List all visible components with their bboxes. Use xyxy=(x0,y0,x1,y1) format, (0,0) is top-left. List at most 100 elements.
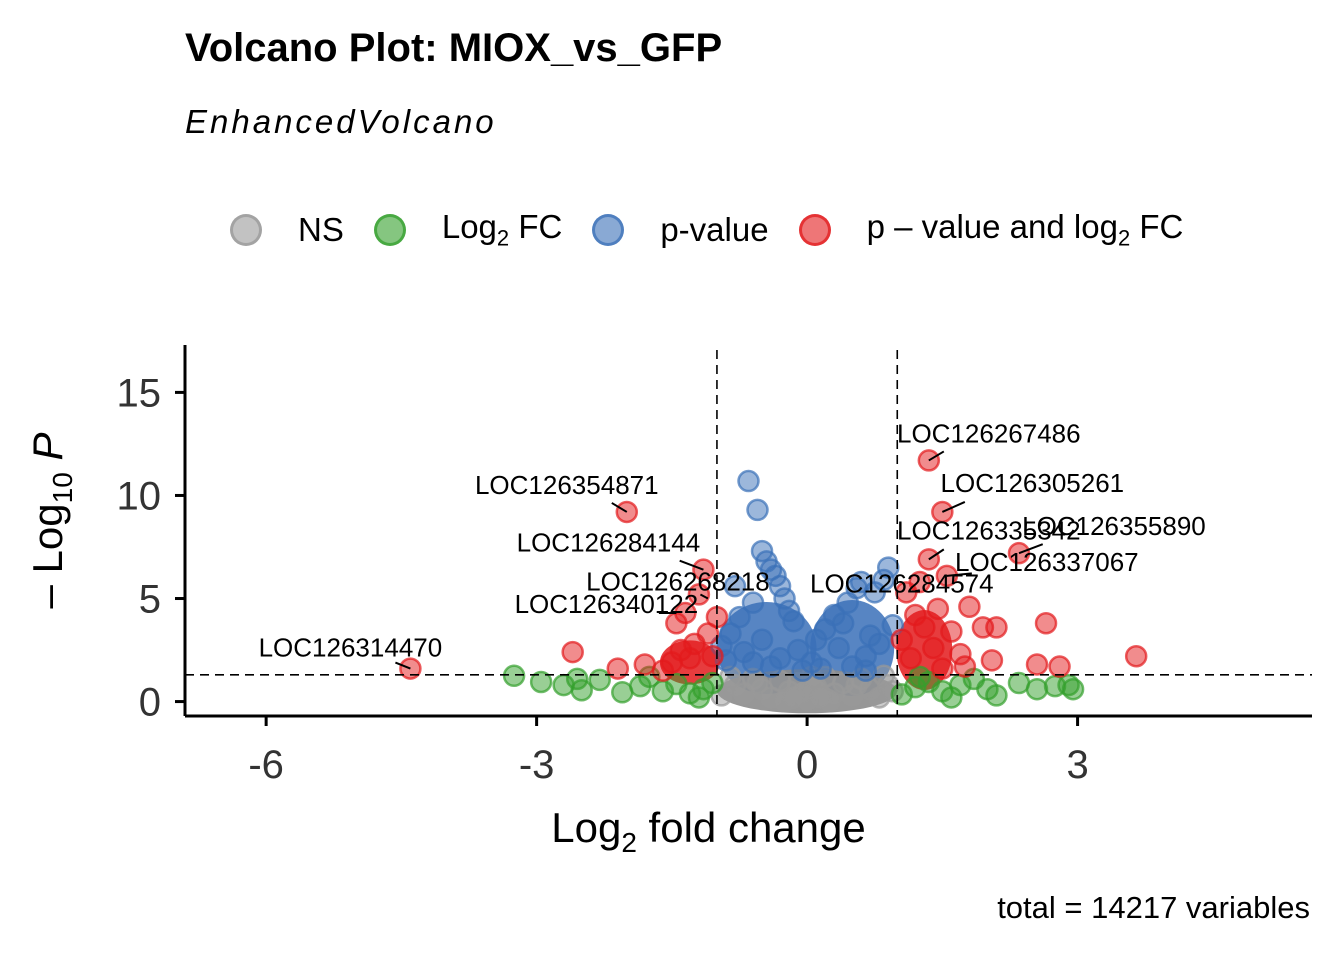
label-leader xyxy=(1018,543,1044,555)
data-point xyxy=(1061,677,1085,701)
data-point xyxy=(687,583,711,606)
series-2 xyxy=(710,469,905,682)
data-point xyxy=(687,686,711,709)
data-point xyxy=(669,638,693,662)
legend-item-log2fc: Log2 FC xyxy=(373,208,563,252)
series-1 xyxy=(502,664,1085,709)
x-tick-label: 3 xyxy=(1066,743,1088,787)
y-tick-label: 10 xyxy=(117,474,162,518)
data-point xyxy=(940,620,963,643)
data-point xyxy=(782,609,805,633)
x-axis-title: Log2 fold change xyxy=(551,804,866,858)
data-point xyxy=(786,638,810,662)
series-3 xyxy=(399,449,1148,682)
gene-label: LOC126314470 xyxy=(259,633,443,663)
gene-label: LOC126340122 xyxy=(515,589,699,619)
data-point xyxy=(831,612,855,635)
data-point xyxy=(651,659,675,682)
x-tick-label: 0 xyxy=(796,743,818,787)
data-point xyxy=(926,597,950,621)
data-point xyxy=(899,647,923,670)
legend-label-pvalue-and-log2fc: p – value and log2 FC xyxy=(866,208,1184,251)
data-point xyxy=(750,628,774,651)
data-point xyxy=(985,684,1008,707)
data-point xyxy=(922,636,945,660)
data-point xyxy=(931,657,954,680)
data-point xyxy=(782,686,805,709)
data-point xyxy=(723,574,747,598)
gene-label: LOC126284144 xyxy=(517,528,701,558)
y-tick-label: 0 xyxy=(139,681,161,725)
data-point xyxy=(854,659,877,682)
data-point xyxy=(958,595,981,619)
legend-item-ns: NS xyxy=(230,211,344,249)
data-point xyxy=(606,657,630,680)
data-point xyxy=(985,616,1008,639)
label-leader xyxy=(699,593,709,600)
data-point xyxy=(529,670,553,694)
legend-label-pvalue: p-value xyxy=(660,211,769,248)
data-point xyxy=(858,624,882,647)
data-point xyxy=(809,686,832,709)
data-point xyxy=(588,668,611,692)
data-point xyxy=(1124,644,1148,668)
label-leader xyxy=(946,572,972,577)
cutoff-lines xyxy=(185,350,1312,716)
label-leader xyxy=(611,502,628,513)
data-point xyxy=(1025,653,1049,676)
y-axis-title: – Log10 P xyxy=(24,433,78,609)
data-point xyxy=(741,651,765,674)
axes: -6 -3 0 3 0 5 10 15 Log2 fold change – Log10 P xyxy=(24,345,1312,858)
gene-label: LOC126335342 xyxy=(897,515,1081,545)
data-point xyxy=(980,649,1004,672)
legend-key-ns xyxy=(230,214,262,246)
data-point xyxy=(570,678,593,702)
legend-key-log2fc xyxy=(373,214,406,246)
label-leader xyxy=(928,450,945,462)
legend-label-log2fc: Log2 FC xyxy=(441,208,563,251)
data-point xyxy=(827,636,850,660)
gene-label: LOC126337067 xyxy=(955,547,1139,577)
chart-legend: NS Log2 FC p-value p – value and log2 FC xyxy=(230,205,1213,255)
chart-subtitle: EnhancedVolcano xyxy=(185,103,497,140)
gene-label: LOC126305261 xyxy=(941,468,1125,498)
data-point xyxy=(746,671,769,695)
gene-labels: LOC126267486 LOC126354871 LOC126305261 LOC1… xyxy=(259,418,1206,670)
chart-title: Volcano Plot: MIOX_vs_GFP xyxy=(185,26,723,70)
label-leader xyxy=(915,589,921,593)
data-point xyxy=(737,469,760,493)
label-leader xyxy=(395,661,411,670)
x-tick-label: -3 xyxy=(519,743,555,787)
data-point xyxy=(791,659,814,682)
data-point xyxy=(1025,677,1049,701)
data-point xyxy=(1048,655,1071,678)
gene-label: LOC126284574 xyxy=(810,568,994,598)
data-point xyxy=(940,686,963,709)
data-point xyxy=(908,665,932,689)
gene-label: LOC126267486 xyxy=(897,418,1081,448)
data-point xyxy=(953,655,977,678)
legend-item-pvalue-and-log2fc: p – value and log2 FC xyxy=(798,208,1184,252)
data-point xyxy=(502,664,526,688)
label-leader xyxy=(941,501,966,513)
data-point xyxy=(1034,612,1058,635)
data-point xyxy=(701,644,724,668)
points-layer xyxy=(399,449,1148,714)
data-point xyxy=(759,655,783,678)
gene-label: LOC126355890 xyxy=(1022,511,1206,541)
data-point xyxy=(908,570,932,594)
legend-key-pvalue-and-log2fc xyxy=(798,214,831,246)
label-leader xyxy=(679,559,704,571)
x-tick-label: -6 xyxy=(248,743,284,787)
gene-label: LOC126268218 xyxy=(586,567,770,597)
legend-key-pvalue xyxy=(592,214,625,246)
legend-item-pvalue: p-value xyxy=(592,211,769,249)
chart-caption: total = 14217 variables xyxy=(997,890,1310,925)
y-tick-label: 15 xyxy=(117,371,162,415)
data-point xyxy=(876,556,900,579)
data-point xyxy=(741,591,765,614)
gene-label: LOC126354871 xyxy=(475,470,659,500)
legend-label-ns: NS xyxy=(298,211,344,248)
